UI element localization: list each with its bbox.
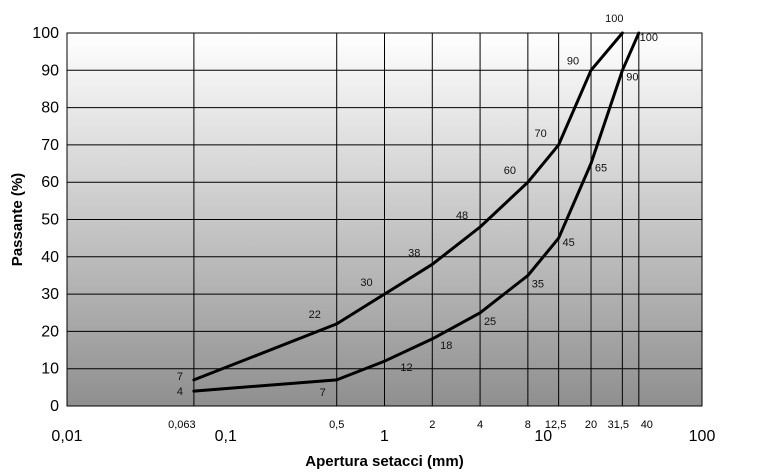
y-tick-label: 20	[41, 323, 59, 340]
y-tick-label: 0	[50, 398, 59, 415]
lower-data-label: 45	[563, 237, 575, 249]
x-tick-label-minor: 8	[525, 419, 531, 431]
lower-grading-line	[192, 31, 641, 393]
upper-data-label: 90	[567, 55, 579, 67]
upper-data-label: 22	[309, 309, 321, 321]
y-tick-label: 90	[41, 62, 59, 79]
upper-data-label: 70	[535, 128, 547, 140]
x-axis-title: Apertura setacci (mm)	[305, 453, 463, 470]
lower-data-label: 90	[626, 71, 638, 83]
y-tick-label: 100	[32, 25, 59, 42]
x-tick-label-minor: 31,5	[608, 419, 629, 431]
x-tick-label-major: 10	[534, 428, 552, 445]
lower-data-label: 18	[440, 340, 452, 352]
lower-data-label: 35	[532, 278, 544, 290]
x-tick-label-major: 0,01	[51, 428, 82, 445]
plot-frame	[66, 32, 703, 407]
y-tick-label: 30	[41, 286, 59, 303]
x-tick-label-minor: 20	[585, 419, 597, 431]
lower-data-label: 100	[640, 32, 658, 44]
upper-grading-line	[192, 31, 624, 382]
y-tick-label: 70	[41, 137, 59, 154]
y-tick-label: 40	[41, 249, 59, 266]
lower-data-label: 25	[484, 316, 496, 328]
upper-data-label: 100	[605, 13, 623, 25]
lower-data-label: 65	[595, 163, 607, 175]
y-tick-label: 80	[41, 100, 59, 117]
y-tick-label: 60	[41, 174, 59, 191]
upper-data-label: 48	[456, 210, 468, 222]
x-tick-label-minor: 0,063	[168, 419, 196, 431]
upper-data-label: 38	[408, 247, 420, 259]
upper-data-label: 7	[177, 371, 183, 383]
x-tick-label-minor: 2	[429, 419, 435, 431]
lower-data-label: 7	[320, 387, 326, 399]
upper-data-label: 60	[504, 165, 516, 177]
x-tick-label-minor: 12,5	[545, 419, 566, 431]
lower-data-label: 12	[400, 362, 412, 374]
y-tick-label: 50	[41, 212, 59, 229]
x-tick-label-major: 100	[689, 428, 716, 445]
x-tick-label-minor: 40	[641, 419, 653, 431]
y-axis-title: Passante (%)	[9, 173, 26, 266]
x-tick-label-minor: 4	[477, 419, 483, 431]
x-tick-label-major: 1	[380, 428, 389, 445]
x-tick-label-minor: 0,5	[329, 419, 344, 431]
y-tick-label: 10	[41, 361, 59, 378]
upper-data-label: 30	[360, 277, 372, 289]
lower-data-label: 4	[177, 386, 183, 398]
x-tick-label-major: 0,1	[215, 428, 237, 445]
